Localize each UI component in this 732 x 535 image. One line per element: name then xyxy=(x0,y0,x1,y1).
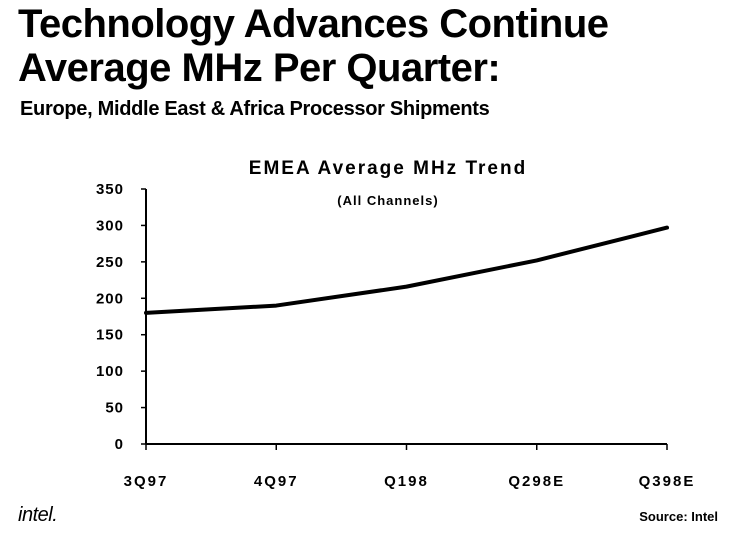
y-tick-label: 300 xyxy=(96,217,124,234)
data-point xyxy=(274,304,278,308)
x-tick-label: Q398E xyxy=(639,473,696,490)
intel-logo: intel. xyxy=(18,504,58,526)
y-tick-label: 50 xyxy=(105,400,124,417)
y-tick-label: 350 xyxy=(96,181,124,198)
x-axis-ticks: 3Q97 4Q97 Q198 Q298E Q398E xyxy=(124,444,696,490)
x-tick-label: Q198 xyxy=(384,473,429,490)
x-tick-label: Q298E xyxy=(508,473,565,490)
chart-axes xyxy=(145,189,667,445)
data-point xyxy=(665,226,669,230)
data-point xyxy=(405,285,408,289)
x-tick-label: 3Q97 xyxy=(124,473,169,490)
data-point xyxy=(144,311,148,315)
slide-subtitle: Europe, Middle East & Africa Processor S… xyxy=(20,98,490,120)
y-tick-label: 150 xyxy=(96,327,124,344)
y-tick-label: 100 xyxy=(96,363,124,380)
slide-title: Technology Advances Continue Average MHz… xyxy=(18,2,609,90)
chart-title: EMEA Average MHz Trend xyxy=(249,158,527,179)
slide-title-line-2: Average MHz Per Quarter: xyxy=(18,46,501,90)
data-point xyxy=(535,258,539,262)
y-axis-ticks: 0 50 100 150 200 250 300 350 xyxy=(96,181,146,453)
y-tick-label: 200 xyxy=(96,290,124,307)
y-tick-label: 250 xyxy=(96,254,124,271)
y-tick-label: 0 xyxy=(115,436,124,453)
series-group xyxy=(144,225,669,315)
chart-subtitle: (All Channels) xyxy=(337,193,438,208)
series-line xyxy=(144,225,669,315)
source-note: Source: Intel xyxy=(639,509,718,524)
x-tick-label: 4Q97 xyxy=(254,473,299,490)
slide-title-line-1: Technology Advances Continue xyxy=(18,2,609,46)
